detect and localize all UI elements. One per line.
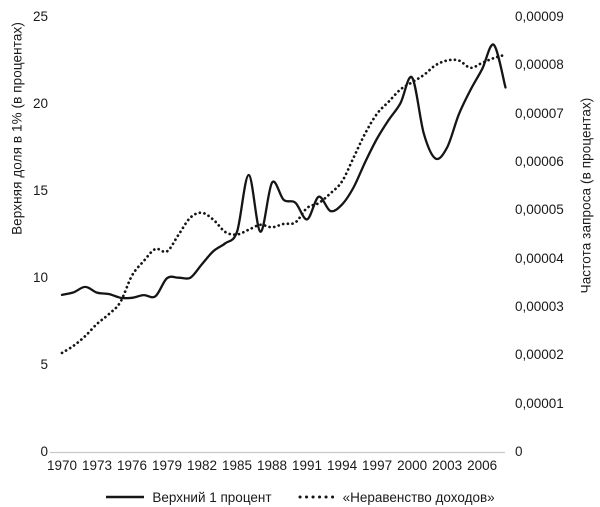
right-y-tick-label: 0,00001 <box>515 395 564 411</box>
left-y-tick-label: 5 <box>40 357 48 372</box>
right-y-tick-label: 0,00004 <box>515 250 564 266</box>
x-axis-tick-label: 1979 <box>151 458 183 473</box>
legend-item-top-1-percent: Верхний 1 процент <box>105 489 272 505</box>
x-axis-tick-label: 1997 <box>362 458 393 473</box>
series-income-inequality-dotted-line <box>60 53 507 355</box>
x-axis-tick-label: 1976 <box>116 458 148 473</box>
legend: Верхний 1 процент «Неравенство доходов» <box>0 487 600 507</box>
right-y-tick-label: 0,00007 <box>515 105 564 121</box>
right-y-tick-label: 0,00006 <box>515 154 564 169</box>
left-y-tick-label: 0 <box>40 444 48 459</box>
right-y-tick-label: 0,00003 <box>515 299 564 314</box>
left-y-tick-label: 10 <box>32 270 48 285</box>
right-y-tick-label: 0,00009 <box>515 9 564 24</box>
series-top-1-percent-line <box>60 43 507 300</box>
x-axis-tick-label: 1994 <box>327 458 358 473</box>
legend-dotted-line-swatch <box>298 495 336 499</box>
x-axis-tick-label: 1985 <box>222 458 253 473</box>
legend-solid-line-swatch <box>106 495 145 499</box>
left-y-tick-label: 20 <box>32 96 48 111</box>
x-axis-tick-label: 2006 <box>467 458 498 473</box>
x-axis-tick-label: 2003 <box>432 458 463 473</box>
right-y-tick-label: 0 <box>515 444 523 459</box>
x-axis-tick-label: 1970 <box>46 458 78 473</box>
legend-label-top-1-percent: Верхний 1 процент <box>152 489 272 505</box>
right-y-tick-label: 0,00008 <box>515 57 564 73</box>
legend-item-income-inequality: «Неравенство доходов» <box>298 490 495 505</box>
legend-label-income-inequality: «Неравенство доходов» <box>342 489 495 505</box>
left-y-tick-label: 15 <box>32 183 48 198</box>
x-axis-tick-label: 2000 <box>397 458 428 473</box>
right-y-tick-label: 0,00005 <box>515 202 564 218</box>
right-y-tick-label: 0,00002 <box>515 347 564 363</box>
x-axis-tick-label: 1988 <box>257 458 288 473</box>
x-axis-tick-label: 1973 <box>81 458 113 473</box>
x-axis-tick-label: 1991 <box>292 458 323 473</box>
x-axis-tick-label: 1982 <box>187 458 218 473</box>
left-y-tick-label: 25 <box>32 9 48 24</box>
